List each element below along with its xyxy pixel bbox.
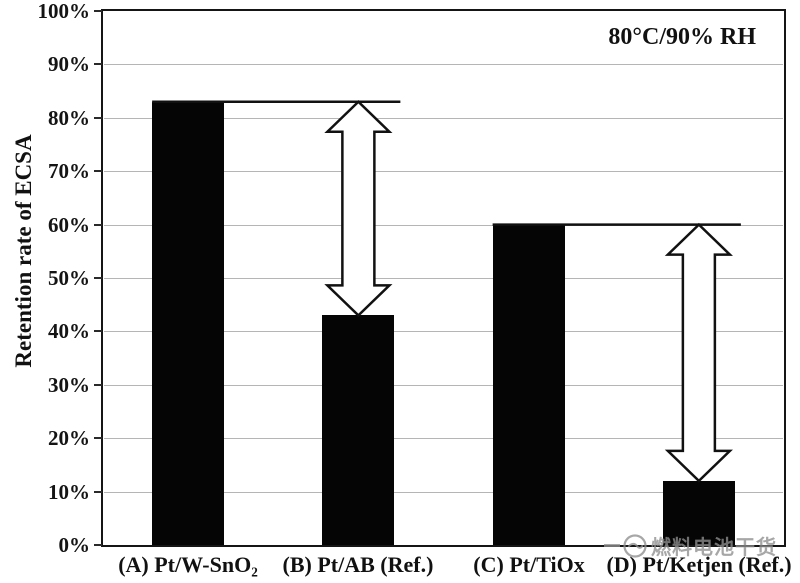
y-tick-label: 0%	[58, 533, 91, 557]
x-tick-label: (C) Pt/TiOx	[473, 552, 585, 577]
y-tick-label: 80%	[48, 106, 90, 130]
plot-frame	[101, 9, 786, 547]
watermark: 燃料电池干货	[604, 531, 777, 560]
x-tick-label: (A) Pt/W-SnO₂	[118, 552, 258, 577]
watermark-text: 燃料电池干货	[651, 537, 777, 559]
swirl-logo-icon	[623, 533, 647, 558]
y-tick-label: 30%	[48, 373, 90, 397]
y-axis-title: Retention rate of ECSA	[11, 134, 36, 368]
y-tick-label: 100%	[37, 0, 91, 23]
y-tick-label: 20%	[48, 426, 90, 450]
y-tick-label: 90%	[48, 52, 90, 76]
watermark-dash	[604, 544, 620, 547]
test-condition-annotation: 80°C/90% RH	[608, 24, 756, 50]
y-tick-label: 10%	[48, 480, 90, 504]
x-tick-label: (B) Pt/AB (Ref.)	[282, 552, 434, 577]
